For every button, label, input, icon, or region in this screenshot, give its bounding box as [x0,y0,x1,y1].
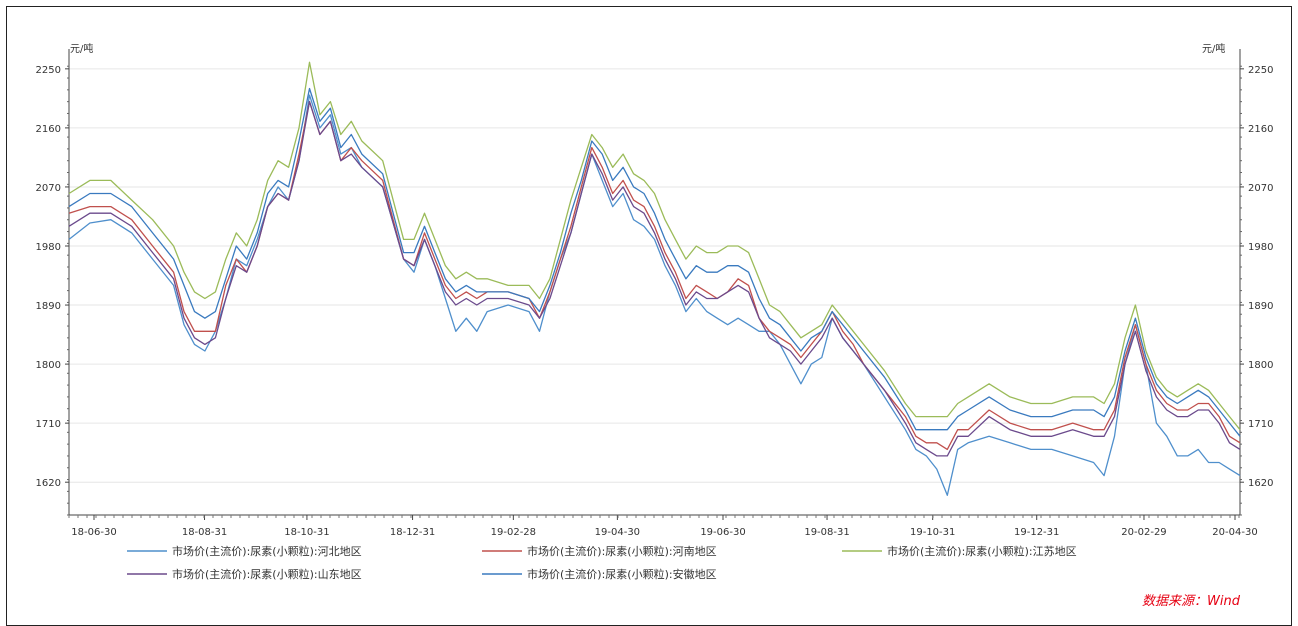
x-tick-label: 19-04-30 [595,527,640,538]
axes [68,49,1241,516]
x-ticks: 18-06-30 18-08-31 18-10-31 18-12-31 19-02-28… [68,515,1258,538]
y-tick-label-left: 1710 [36,419,61,430]
legend-label-henan: 市场价(主流价):尿素(小颗粒):河南地区 [527,544,717,558]
y-tick-label-left: 2160 [36,124,61,135]
y-ticks-left: 1620 1710 1800 1890 1980 2070 2160 2250 [36,65,69,516]
y-tick-label-right: 1620 [1248,478,1273,489]
y-tick-label-right: 2160 [1248,124,1273,135]
x-tick-label: 20-04-30 [1212,527,1257,538]
y-tick-label-right: 1980 [1248,242,1273,253]
series-line-hebei [68,94,1241,496]
x-tick-label: 19-06-30 [700,527,745,538]
legend: 市场价(主流价):尿素(小颗粒):河北地区 市场价(主流价):尿素(小颗粒):河南… [127,544,1077,581]
series-line-henan [68,100,1241,451]
x-tick-label: 19-02-28 [491,527,536,538]
x-tick-label: 18-06-30 [71,527,116,538]
unit-right: 元/吨 [1202,42,1225,55]
x-tick-label: 20-02-29 [1121,527,1166,538]
legend-label-anhui: 市场价(主流价):尿素(小颗粒):安徽地区 [527,567,717,581]
series-line-anhui [68,87,1241,437]
y-ticks-right: 1620 1710 1800 1890 1980 2070 2160 2250 [1240,65,1273,516]
grid [69,68,1240,483]
legend-label-jiangsu: 市场价(主流价):尿素(小颗粒):江苏地区 [887,544,1077,558]
y-tick-label-left: 1800 [36,360,61,371]
y-tick-label-right: 1800 [1248,360,1273,371]
legend-label-hebei: 市场价(主流价):尿素(小颗粒):河北地区 [172,544,362,558]
series-lines [68,61,1241,496]
y-tick-label-right: 2250 [1248,65,1273,76]
y-tick-label-left: 1890 [36,301,61,312]
unit-left: 元/吨 [70,42,93,55]
series-line-shandong [68,100,1241,457]
x-tick-label: 18-10-31 [284,527,329,538]
y-tick-label-right: 1710 [1248,419,1273,430]
y-tick-label-left: 1980 [36,242,61,253]
data-source: 数据来源：Wind [1142,594,1241,609]
legend-label-shandong: 市场价(主流价):尿素(小颗粒):山东地区 [172,567,362,581]
series-line-jiangsu [68,61,1241,431]
y-tick-label-left: 1620 [36,478,61,489]
x-tick-label: 18-08-31 [182,527,227,538]
x-tick-label: 18-12-31 [390,527,435,538]
x-tick-label: 19-10-31 [910,527,955,538]
y-tick-label-left: 2070 [36,183,61,194]
x-tick-label: 19-08-31 [804,527,849,538]
y-tick-label-right: 2070 [1248,183,1273,194]
y-tick-label-right: 1890 [1248,301,1273,312]
chart-frame: 元/吨 元/吨 1620 1710 1800 1890 1980 2070 2160 2250… [6,6,1292,626]
line-chart: 元/吨 元/吨 1620 1710 1800 1890 1980 2070 2160 2250… [36,42,1274,609]
y-tick-label-left: 2250 [36,65,61,76]
x-tick-label: 19-12-31 [1014,527,1059,538]
